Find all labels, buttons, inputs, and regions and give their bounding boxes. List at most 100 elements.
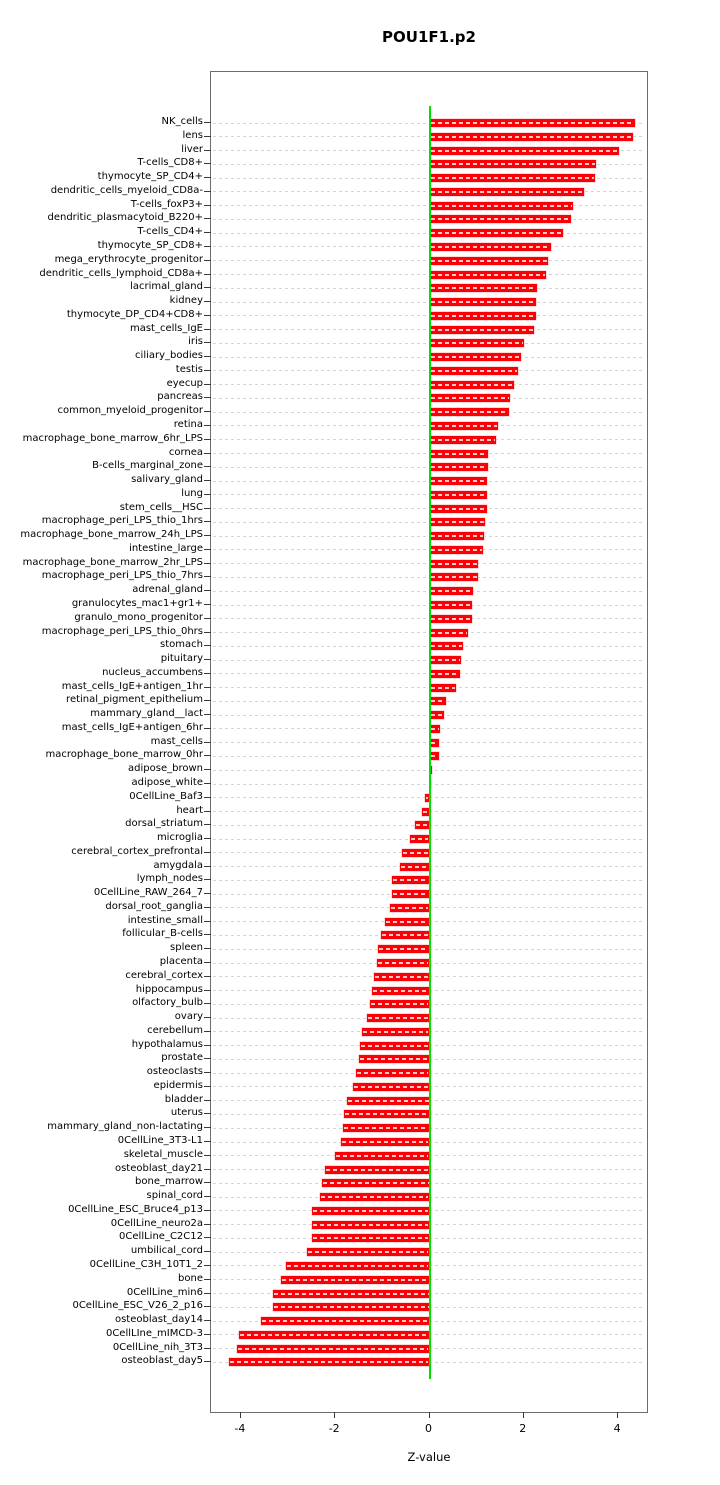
bar-0CellLine_C2C12	[311, 1234, 430, 1243]
bar-grid-overlay	[353, 1085, 429, 1088]
category-label: lens	[182, 129, 203, 141]
y-axis-tick	[204, 1306, 211, 1308]
bar-grid-overlay	[430, 727, 439, 730]
bar-bladder	[346, 1096, 430, 1105]
bar-osteoblast_day14	[260, 1317, 430, 1325]
category-label: lung	[181, 487, 203, 499]
y-axis-tick	[204, 1292, 211, 1294]
y-axis-tick	[204, 1072, 211, 1074]
y-axis-tick	[204, 617, 211, 619]
bar-skeletal_muscle	[335, 1151, 430, 1160]
category-label: ovary	[174, 1011, 203, 1022]
category-label: osteoclasts	[146, 1066, 203, 1078]
category-label: pituitary	[160, 653, 203, 664]
category-label: umbilical_cord	[130, 1245, 203, 1257]
bar-grid-overlay	[426, 796, 429, 799]
y-axis-tick	[204, 851, 211, 853]
y-axis-tick	[204, 1017, 211, 1018]
bar-grid-overlay	[430, 328, 534, 331]
bar-grid-overlay	[430, 232, 563, 235]
bar-intestine_small	[385, 917, 430, 926]
category-label: T-cells_CD8+	[137, 157, 203, 169]
bar-grid-overlay	[430, 218, 570, 221]
y-axis-tick	[204, 535, 211, 537]
y-axis-tick	[204, 741, 211, 743]
bar-dendritic_cells_myeloid_CD8a-	[429, 187, 585, 196]
y-axis-tick	[204, 590, 211, 592]
x-tick-label: -4	[234, 1422, 246, 1435]
category-label: pancreas	[157, 391, 203, 403]
bar-0CellLine_nih_3T3	[236, 1344, 430, 1353]
bar-grid-overlay	[430, 177, 594, 180]
category-label: osteoblast_day5	[121, 1355, 203, 1367]
bar-grid-overlay	[430, 369, 517, 372]
y-axis-tick	[204, 218, 211, 220]
bar-0CellLine_C3H_10T1_2	[286, 1261, 430, 1270]
category-label: placenta	[159, 956, 203, 967]
bar-grid-overlay	[261, 1320, 429, 1322]
y-axis-tick	[204, 122, 211, 123]
bar-lymph_nodes	[392, 876, 430, 885]
bar-grid-overlay	[307, 1251, 429, 1254]
category-label: testis	[175, 363, 203, 375]
y-axis-tick	[204, 1058, 211, 1060]
category-label: nucleus_accumbens	[102, 666, 203, 678]
y-axis-tick	[204, 865, 211, 867]
category-label: macrophage_bone_marrow_6hr_LPS	[22, 432, 203, 444]
bar-grid-overlay	[363, 1030, 429, 1033]
zero-reference-line	[428, 106, 431, 1379]
category-label: follicular_B-cells	[122, 928, 203, 940]
category-label: retinal_pigment_epithelium	[66, 694, 203, 706]
bar-thymocyte_SP_CD4+	[429, 174, 595, 183]
bar-grid-overlay	[402, 851, 429, 854]
bar-stomach	[429, 642, 464, 651]
bar-grid-overlay	[430, 259, 548, 262]
bar-mast_cells_IgE+antigen_6hr	[429, 724, 440, 733]
bar-granulocytes_mac1+gr1+	[429, 601, 472, 609]
category-label: amygdala	[153, 859, 203, 871]
bar-macrophage_bone_marrow_6hr_LPS	[429, 435, 496, 444]
y-axis-tick	[204, 769, 211, 771]
bar-stem_cells__HSC	[429, 504, 487, 513]
category-label: lymph_nodes	[136, 873, 203, 885]
y-axis-tick	[204, 879, 211, 881]
category-label: cornea	[168, 446, 203, 458]
y-axis-tick	[204, 1127, 211, 1129]
y-axis-tick	[204, 411, 211, 413]
category-label: dorsal_root_ganglia	[105, 900, 203, 912]
y-axis-tick	[204, 1182, 211, 1184]
y-axis-tick	[204, 755, 211, 757]
y-axis-tick	[204, 1278, 211, 1280]
category-label: liver	[181, 143, 203, 155]
category-label: prostate	[161, 1052, 203, 1064]
bar-dendritic_cells_lymphoid_CD8a+	[429, 270, 546, 279]
bar-0CellLine_ESC_V26_2_p16	[272, 1303, 430, 1312]
bar-mast_cells	[429, 738, 440, 747]
category-label: mast_cells	[150, 735, 203, 747]
category-label: iris	[188, 336, 203, 348]
bar-0CellLine_3T3-L1	[340, 1138, 430, 1146]
y-axis-tick	[204, 204, 211, 206]
bar-grid-overlay	[273, 1306, 429, 1309]
bar-grid-overlay	[430, 617, 471, 620]
bar-0CellLine_ESC_Bruce4_p13	[312, 1206, 430, 1215]
y-axis-tick	[204, 1320, 211, 1321]
y-axis-tick	[204, 1196, 211, 1198]
bar-testis	[429, 366, 518, 375]
y-axis-tick	[204, 1251, 211, 1253]
y-axis-tick	[204, 1030, 211, 1032]
bar-lacrimal_gland	[429, 284, 537, 293]
bar-grid-overlay	[430, 755, 438, 758]
category-label: 0CellLine_ESC_V26_2_p16	[72, 1300, 203, 1312]
bar-grid-overlay	[386, 920, 429, 923]
category-label: macrophage_bone_marrow_0hr	[45, 749, 203, 761]
bar-adrenal_gland	[429, 587, 474, 596]
y-axis-tick	[204, 273, 211, 275]
y-axis-tick	[204, 521, 211, 523]
y-axis-tick	[204, 1099, 211, 1101]
category-label: cerebral_cortex	[125, 969, 203, 981]
bar-cerebellum	[362, 1027, 430, 1036]
bar-grid-overlay	[322, 1182, 429, 1185]
bar-retina	[429, 421, 499, 430]
bar-grid-overlay	[430, 356, 520, 359]
